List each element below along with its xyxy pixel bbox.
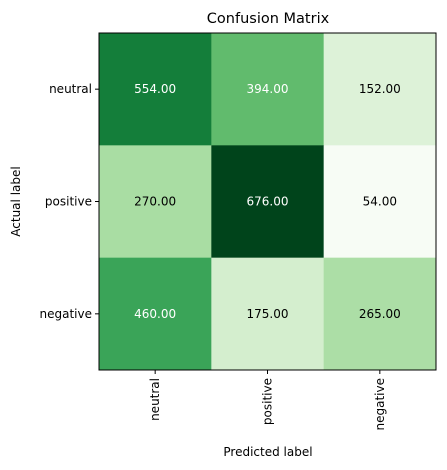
heatmap-cell-neutral-neutral <box>99 33 212 146</box>
y-tick-label-neutral: neutral <box>49 82 92 96</box>
cell-value-label: 554.00 <box>134 82 176 96</box>
chart-title: Confusion Matrix <box>207 11 330 27</box>
heatmap-cell-neutral-positive <box>211 33 325 146</box>
heatmap-cell-neutral-negative <box>323 33 437 146</box>
x-tick-label-negative: negative <box>373 378 387 430</box>
heatmap-cell-labels: 554.00 394.00 152.00 270.00 676.00 54.00 460.0… <box>134 82 401 321</box>
heatmap-cell-negative-positive <box>211 257 325 371</box>
y-tick-label-negative: negative <box>40 307 92 321</box>
heatmap-cell-negative-negative <box>323 257 437 371</box>
x-axis-ticks: neutral positive negative <box>148 370 387 430</box>
y-tick-label-positive: positive <box>45 195 92 209</box>
cell-value-label: 270.00 <box>134 195 176 209</box>
cell-value-label: 676.00 <box>247 195 289 209</box>
heatmap-cell-positive-positive <box>211 145 325 259</box>
y-axis-ticks: neutral positive negative <box>40 82 99 321</box>
x-tick-label-neutral: neutral <box>148 378 162 421</box>
cell-value-label: 152.00 <box>359 82 401 96</box>
cell-value-label: 265.00 <box>359 307 401 321</box>
cell-value-label: 460.00 <box>134 307 176 321</box>
x-tick-label-positive: positive <box>261 378 275 425</box>
y-axis-label: Actual label <box>9 166 23 236</box>
heatmap-cell-positive-negative <box>323 145 437 259</box>
heatmap-cells <box>99 33 437 371</box>
cell-value-label: 54.00 <box>363 195 397 209</box>
cell-value-label: 175.00 <box>247 307 289 321</box>
x-axis-label: Predicted label <box>223 445 312 459</box>
plot-frame <box>98 32 437 371</box>
heatmap-cell-positive-neutral <box>99 145 212 259</box>
heatmap-cell-negative-neutral <box>99 257 212 371</box>
cell-value-label: 394.00 <box>247 82 289 96</box>
